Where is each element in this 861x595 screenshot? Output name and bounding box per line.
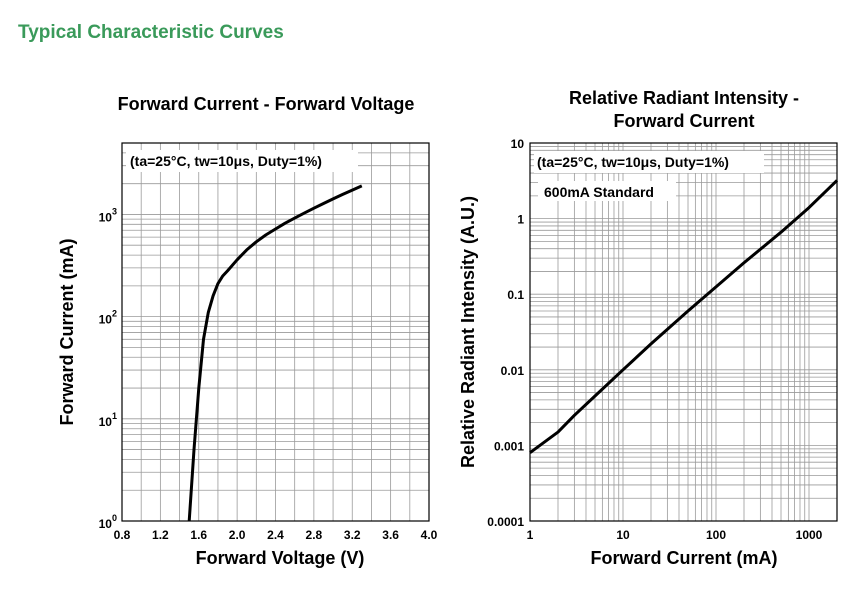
right-chart-title-line2: Forward Current [613, 111, 754, 131]
left-x-tick-label: 2.0 [229, 528, 246, 542]
radiant-intensity-current-chart: Relative Radiant Intensity - Forward Cur… [458, 88, 839, 568]
right-y-tick-label: 0.0001 [487, 515, 524, 529]
left-y-tick-label: 100 [99, 513, 117, 531]
right-y-tick-label: 1 [517, 213, 524, 227]
right-y-tick-label: 0.001 [494, 439, 524, 453]
left-y-axis-label: Forward Current (mA) [57, 238, 77, 425]
right-y-tick-label: 10 [511, 137, 525, 151]
right-x-tick-label: 1000 [796, 528, 823, 542]
left-y-tick-label: 103 [99, 206, 117, 224]
forward-current-voltage-chart: Forward Current - Forward Voltage 0.8 1.2… [57, 94, 438, 568]
right-x-tick-label: 100 [706, 528, 726, 542]
right-chart-annotation-2: 600mA Standard [544, 184, 654, 200]
right-chart-annotation: (ta=25°C, tw=10μs, Duty=1%) [537, 154, 729, 170]
left-x-tick-label: 0.8 [114, 528, 131, 542]
right-y-axis-label: Relative Radiant Intensity (A.U.) [458, 196, 478, 468]
left-x-tick-label: 3.2 [344, 528, 361, 542]
right-series-line [529, 179, 839, 454]
right-x-tick-label: 1 [527, 528, 534, 542]
right-plot-frame [529, 142, 838, 522]
left-y-tick-label: 102 [99, 309, 117, 327]
right-chart-title-line1: Relative Radiant Intensity - [569, 88, 799, 108]
right-y-tick-label: 0.01 [501, 364, 525, 378]
left-x-tick-label: 1.2 [152, 528, 169, 542]
left-y-tick-label: 101 [99, 411, 117, 429]
left-x-axis-label: Forward Voltage (V) [196, 548, 365, 568]
right-x-axis-label: Forward Current (mA) [590, 548, 777, 568]
left-chart-title: Forward Current - Forward Voltage [118, 94, 415, 114]
left-chart-annotation: (ta=25°C, tw=10μs, Duty=1%) [130, 153, 322, 169]
left-x-tick-label: 3.6 [382, 528, 399, 542]
right-x-tick-label: 10 [616, 528, 630, 542]
page-title: Typical Characteristic Curves [18, 22, 284, 43]
left-x-tick-label: 4.0 [421, 528, 438, 542]
right-y-tick-label: 0.1 [507, 288, 524, 302]
left-x-tick-label: 1.6 [190, 528, 207, 542]
left-plot-frame [121, 142, 430, 522]
left-x-tick-label: 2.4 [267, 528, 284, 542]
left-x-tick-label: 2.8 [306, 528, 323, 542]
left-series-line [187, 184, 363, 522]
